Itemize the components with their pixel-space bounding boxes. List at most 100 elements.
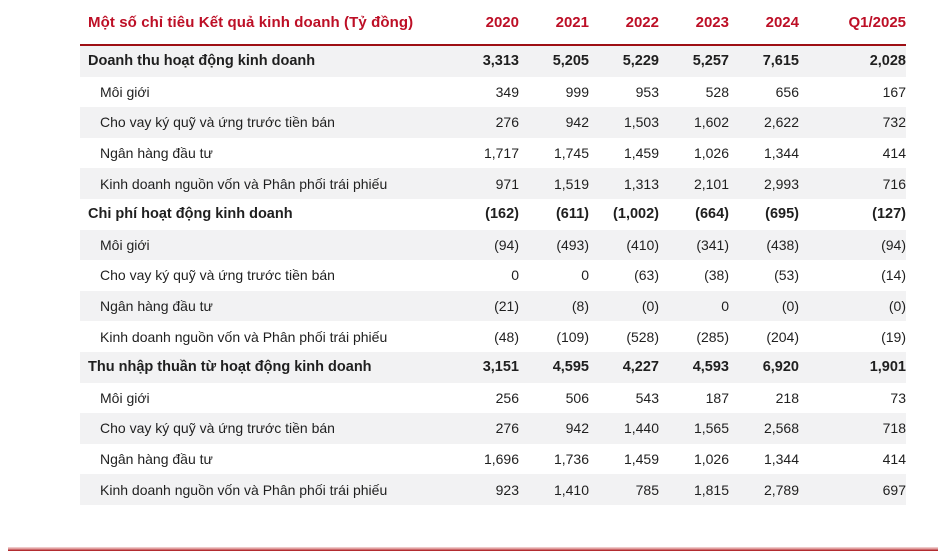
cell-value: (94) bbox=[494, 236, 519, 253]
row-label: Kinh doanh nguồn vốn và Phân phối trái p… bbox=[100, 175, 388, 192]
table-row: Cho vay ký quỹ và ứng trước tiền bán 276… bbox=[80, 413, 906, 444]
year-column-header-2022: 2022 bbox=[625, 13, 659, 31]
table-row: Chi phí hoạt động kinh doanh (162) (611) (… bbox=[80, 199, 906, 230]
cell-value: 4,227 bbox=[622, 359, 659, 376]
cell-value: 942 bbox=[565, 420, 589, 437]
cell-value: 349 bbox=[495, 83, 519, 100]
cell-value: (19) bbox=[881, 328, 906, 345]
cell-value: 6,920 bbox=[762, 359, 799, 376]
cell-value: 1,815 bbox=[693, 481, 729, 498]
table-row: Thu nhập thuần từ hoạt động kinh doanh 3… bbox=[80, 351, 906, 383]
cell-value: (8) bbox=[571, 298, 589, 315]
cell-value: 1,410 bbox=[553, 481, 589, 498]
bottom-divider-rule bbox=[8, 547, 938, 551]
cell-value: 2,993 bbox=[763, 175, 799, 192]
row-label: Cho vay ký quỹ và ứng trước tiền bán bbox=[100, 267, 335, 284]
table-row: Ngân hàng đầu tư (21) (8) (0) 0 (0) (0) bbox=[80, 290, 906, 322]
cell-value: 1,736 bbox=[553, 451, 589, 468]
cell-value: 1,696 bbox=[483, 451, 519, 468]
cell-value: 1,313 bbox=[623, 175, 659, 192]
cell-value: 3,151 bbox=[482, 359, 519, 376]
table-row: Kinh doanh nguồn vốn và Phân phối trái p… bbox=[80, 474, 906, 505]
cell-value: 999 bbox=[565, 83, 589, 100]
cell-value: (611) bbox=[555, 206, 589, 223]
table-row: Kinh doanh nguồn vốn và Phân phối trái p… bbox=[80, 168, 906, 199]
cell-value: (0) bbox=[888, 298, 906, 315]
cell-value: 1,026 bbox=[693, 145, 729, 162]
cell-value: (48) bbox=[494, 328, 519, 345]
cell-value: 2,789 bbox=[763, 481, 799, 498]
table-header-row: Một số chỉ tiêu Kết quả kinh doanh (Tỷ đ… bbox=[80, 0, 906, 46]
cell-value: 0 bbox=[511, 267, 519, 284]
cell-value: 0 bbox=[581, 267, 589, 284]
cell-value: 1,565 bbox=[693, 420, 729, 437]
cell-value: (94) bbox=[881, 236, 906, 253]
cell-value: 0 bbox=[721, 298, 729, 315]
table-row: Cho vay ký quỹ và ứng trước tiền bán 276… bbox=[80, 107, 906, 138]
row-label: Kinh doanh nguồn vốn và Phân phối trái p… bbox=[100, 481, 388, 498]
cell-value: (0) bbox=[781, 298, 799, 315]
year-column-header-q1-2025: Q1/2025 bbox=[848, 13, 906, 31]
cell-value: (109) bbox=[556, 328, 589, 345]
cell-value: 953 bbox=[635, 83, 659, 100]
row-label: Ngân hàng đầu tư bbox=[100, 451, 213, 468]
cell-value: 4,593 bbox=[692, 359, 729, 376]
cell-value: 414 bbox=[882, 145, 906, 162]
cell-value: (341) bbox=[696, 236, 729, 253]
row-label: Ngân hàng đầu tư bbox=[100, 145, 213, 162]
year-column-header-2020: 2020 bbox=[485, 13, 519, 31]
cell-value: 506 bbox=[565, 389, 589, 406]
cell-value: 1,459 bbox=[623, 451, 659, 468]
row-label: Chi phí hoạt động kinh doanh bbox=[88, 206, 293, 223]
cell-value: 4,595 bbox=[552, 359, 589, 376]
cell-value: 73 bbox=[890, 389, 906, 406]
cell-value: 1,503 bbox=[623, 114, 659, 131]
cell-value: 2,028 bbox=[869, 53, 906, 70]
cell-value: 1,717 bbox=[483, 145, 519, 162]
row-label: Môi giới bbox=[100, 83, 150, 100]
row-label: Cho vay ký quỹ và ứng trước tiền bán bbox=[100, 420, 335, 437]
cell-value: (695) bbox=[765, 206, 799, 223]
cell-value: (410) bbox=[626, 236, 659, 253]
row-label: Ngân hàng đầu tư bbox=[100, 298, 213, 315]
table-row: Kinh doanh nguồn vốn và Phân phối trái p… bbox=[80, 321, 906, 352]
cell-value: (438) bbox=[766, 236, 799, 253]
cell-value: 732 bbox=[882, 114, 906, 131]
cell-value: 528 bbox=[705, 83, 729, 100]
table-row: Cho vay ký quỹ và ứng trước tiền bán 0 0 (… bbox=[80, 260, 906, 291]
cell-value: 923 bbox=[495, 481, 519, 498]
cell-value: (21) bbox=[494, 298, 519, 315]
cell-value: (63) bbox=[634, 267, 659, 284]
cell-value: 2,568 bbox=[763, 420, 799, 437]
cell-value: (285) bbox=[696, 328, 729, 345]
cell-value: 716 bbox=[882, 175, 906, 192]
cell-value: 543 bbox=[635, 389, 659, 406]
cell-value: 1,745 bbox=[553, 145, 589, 162]
cell-value: 1,901 bbox=[869, 359, 906, 376]
cell-value: 718 bbox=[882, 420, 906, 437]
cell-value: 697 bbox=[882, 481, 906, 498]
cell-value: 7,615 bbox=[762, 53, 799, 70]
cell-value: (162) bbox=[485, 206, 519, 223]
cell-value: (38) bbox=[704, 267, 729, 284]
cell-value: (493) bbox=[556, 236, 589, 253]
year-column-header-2023: 2023 bbox=[695, 13, 729, 31]
cell-value: 2,101 bbox=[693, 175, 729, 192]
cell-value: 656 bbox=[775, 83, 799, 100]
cell-value: 1,459 bbox=[623, 145, 659, 162]
row-label: Kinh doanh nguồn vốn và Phân phối trái p… bbox=[100, 328, 388, 345]
cell-value: (1,002) bbox=[613, 206, 659, 223]
financial-results-table: Một số chỉ tiêu Kết quả kinh doanh (Tỷ đ… bbox=[80, 0, 906, 505]
cell-value: 1,026 bbox=[693, 451, 729, 468]
cell-value: 414 bbox=[882, 451, 906, 468]
table-row: Môi giới 256 506 543 187 218 73 bbox=[80, 383, 906, 414]
cell-value: 5,229 bbox=[622, 53, 659, 70]
table-body: Doanh thu hoạt động kinh doanh 3,313 5,20… bbox=[80, 46, 906, 505]
cell-value: (204) bbox=[766, 328, 799, 345]
cell-value: 187 bbox=[705, 389, 729, 406]
row-label: Thu nhập thuần từ hoạt động kinh doanh bbox=[88, 359, 372, 376]
cell-value: 1,344 bbox=[763, 145, 799, 162]
cell-value: 5,257 bbox=[692, 53, 729, 70]
table-row: Môi giới 349 999 953 528 656 167 bbox=[80, 77, 906, 108]
